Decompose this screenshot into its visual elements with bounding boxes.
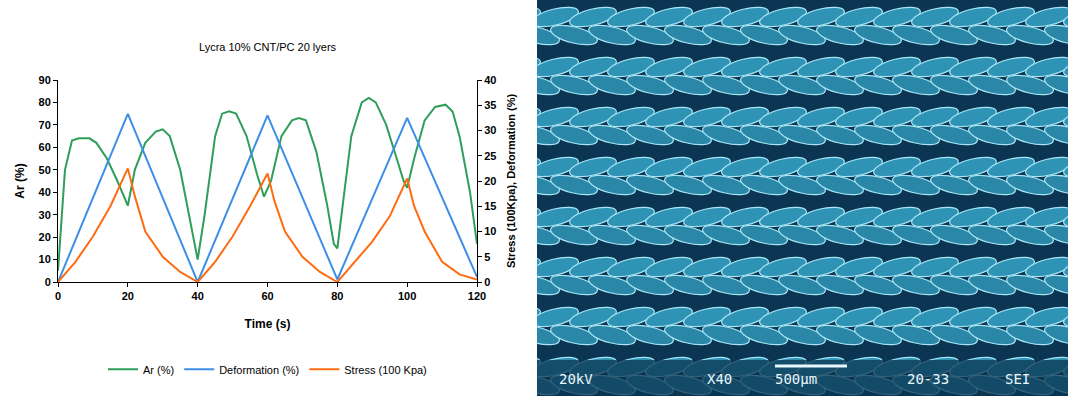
svg-text:100: 100 [398,290,416,302]
svg-text:40: 40 [484,74,496,86]
svg-text:25: 25 [484,150,496,162]
svg-text:0: 0 [484,276,490,288]
svg-text:30: 30 [39,209,51,221]
svg-text:Ar (%): Ar (%) [13,163,27,198]
svg-text:120: 120 [468,290,486,302]
svg-text:50: 50 [39,164,51,176]
svg-text:15: 15 [484,200,496,212]
svg-text:90: 90 [39,74,51,86]
svg-text:Stress (100Kpa), Deformation (: Stress (100Kpa), Deformation (%) [505,94,517,269]
svg-text:20kV: 20kV [559,371,593,387]
svg-text:0: 0 [45,276,51,288]
svg-text:SEI: SEI [1005,371,1030,387]
svg-text:80: 80 [331,290,343,302]
svg-text:X40: X40 [707,371,732,387]
svg-text:80: 80 [39,96,51,108]
svg-text:20: 20 [39,231,51,243]
svg-text:Deformation (%): Deformation (%) [219,364,299,376]
svg-text:70: 70 [39,119,51,131]
svg-text:40: 40 [192,290,204,302]
svg-text:60: 60 [261,290,273,302]
svg-text:Ar (%): Ar (%) [143,364,174,376]
svg-text:40: 40 [39,186,51,198]
svg-text:Lycra 10% CNT/PC 20 lyers: Lycra 10% CNT/PC 20 lyers [199,41,337,53]
svg-text:Stress (100 Kpa): Stress (100 Kpa) [344,364,427,376]
svg-text:500µm: 500µm [775,371,817,387]
svg-text:Time (s): Time (s) [245,317,291,331]
svg-text:20: 20 [122,290,134,302]
svg-text:60: 60 [39,141,51,153]
svg-text:20-33: 20-33 [907,371,949,387]
svg-text:10: 10 [484,225,496,237]
svg-text:0: 0 [55,290,61,302]
svg-text:35: 35 [484,99,496,111]
svg-text:30: 30 [484,124,496,136]
svg-text:5: 5 [484,251,490,263]
svg-text:20: 20 [484,175,496,187]
svg-text:10: 10 [39,253,51,265]
